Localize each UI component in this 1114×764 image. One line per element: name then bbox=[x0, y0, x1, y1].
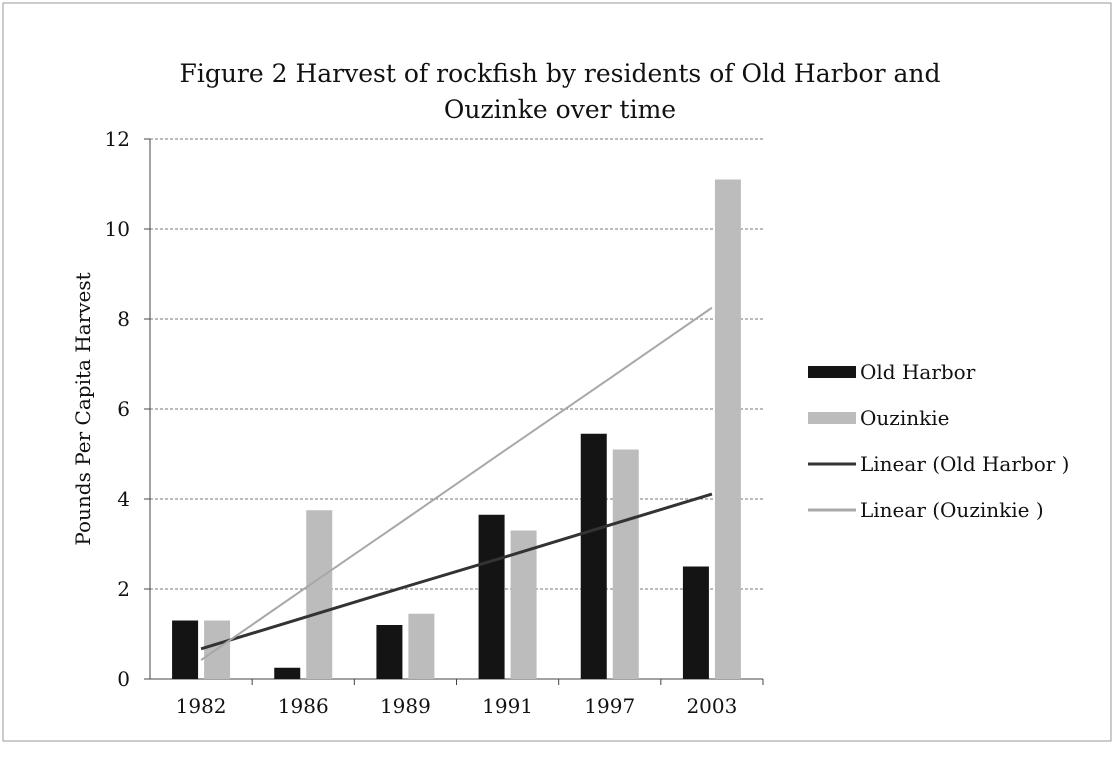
chart-title: Figure 2 Harvest of rockfish by resident… bbox=[179, 59, 940, 88]
y-tick-label: 8 bbox=[117, 307, 130, 331]
legend-swatch bbox=[808, 412, 856, 424]
y-tick-label: 10 bbox=[105, 217, 130, 241]
bar bbox=[408, 613, 435, 679]
y-tick-label: 0 bbox=[117, 667, 130, 691]
trend-line bbox=[200, 306, 713, 661]
bar bbox=[682, 566, 709, 679]
x-tick-label: 1989 bbox=[380, 694, 431, 718]
legend-label: Old Harbor bbox=[860, 360, 976, 384]
bar bbox=[306, 510, 333, 679]
x-tick-label: 1986 bbox=[278, 694, 329, 718]
bar bbox=[376, 625, 403, 679]
x-tick-label: 1997 bbox=[584, 694, 635, 718]
legend-label: Ouzinkie bbox=[860, 406, 949, 430]
y-axis-label: Pounds Per Capita Harvest bbox=[71, 272, 95, 545]
bar bbox=[478, 514, 505, 679]
bar bbox=[172, 620, 199, 679]
bar bbox=[612, 449, 639, 679]
x-tick-label: 1991 bbox=[482, 694, 533, 718]
legend-swatch bbox=[808, 366, 856, 378]
bar bbox=[580, 433, 607, 679]
x-tick-label: 1982 bbox=[176, 694, 227, 718]
legend-label: Linear (Old Harbor ) bbox=[860, 452, 1069, 476]
trend-line bbox=[200, 492, 713, 651]
bar bbox=[714, 179, 741, 679]
chart-frame bbox=[2, 2, 1112, 742]
chart-title: Ouzinke over time bbox=[444, 95, 676, 124]
bar bbox=[274, 667, 301, 679]
y-tick-label: 4 bbox=[117, 487, 130, 511]
x-tick-label: 2003 bbox=[686, 694, 737, 718]
y-tick-label: 2 bbox=[117, 577, 130, 601]
y-tick-label: 12 bbox=[105, 127, 130, 151]
legend-label: Linear (Ouzinkie ) bbox=[860, 498, 1044, 522]
y-tick-label: 6 bbox=[117, 397, 130, 421]
